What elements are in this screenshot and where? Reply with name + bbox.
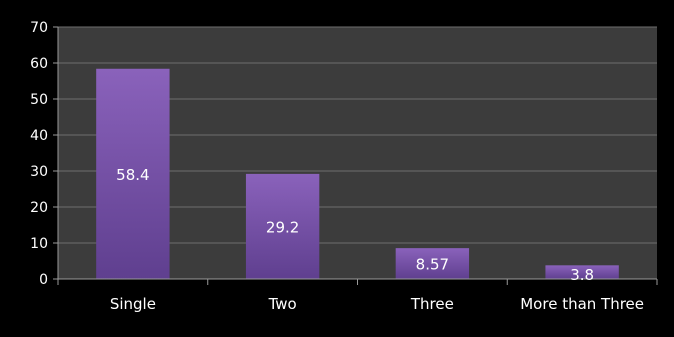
x-tick-label: More than Three xyxy=(520,295,644,313)
bar-more-than-three xyxy=(545,265,619,279)
bars xyxy=(96,68,619,279)
data-label: 8.57 xyxy=(416,256,449,274)
labels: 0 10 20 30 40 50 60 70 58.4 Single 29.2 Two 8.57 Thre… xyxy=(30,20,644,313)
x-tick-label: Three xyxy=(410,295,454,313)
y-tick-label: 60 xyxy=(30,56,48,72)
y-tick-label: 0 xyxy=(39,272,48,288)
axes xyxy=(53,26,658,285)
x-tick-label: Single xyxy=(110,295,156,313)
data-label: 29.2 xyxy=(266,218,299,236)
bar-single xyxy=(96,68,170,279)
bar-two xyxy=(245,173,320,279)
y-tick-label: 10 xyxy=(30,236,48,252)
data-label: 3.8 xyxy=(570,266,594,284)
bar-three xyxy=(395,248,470,279)
y-tick-label: 70 xyxy=(30,20,48,36)
y-tick-label: 20 xyxy=(30,200,48,216)
y-tick-label: 50 xyxy=(30,92,48,108)
y-tick-label: 30 xyxy=(30,164,48,180)
data-label: 58.4 xyxy=(116,166,149,184)
y-tick-label: 40 xyxy=(30,128,48,144)
x-tick-label: Two xyxy=(268,295,297,313)
